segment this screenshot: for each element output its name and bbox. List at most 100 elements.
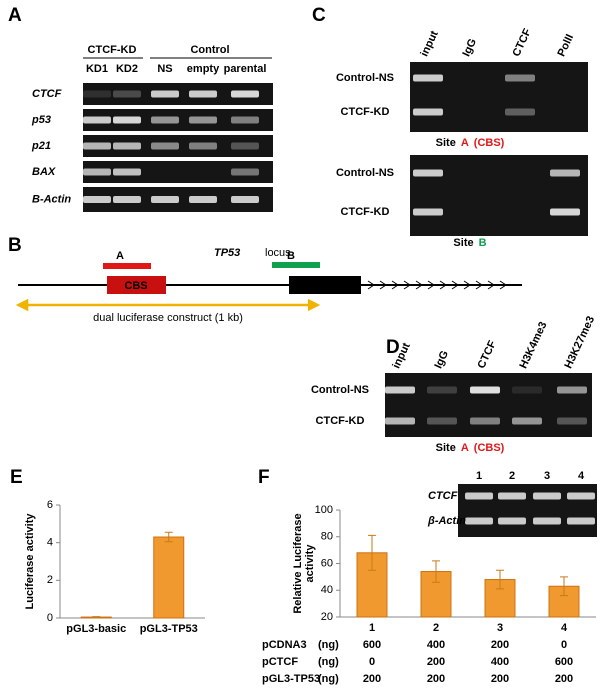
lane-label: H3K4me3 — [517, 320, 549, 371]
panel-label: D — [386, 337, 400, 358]
gel — [83, 161, 273, 183]
direction-chevron — [391, 280, 399, 290]
exon-label: Exon — [312, 280, 339, 292]
direction-chevron — [367, 280, 375, 290]
x-tick-label: 1 — [369, 622, 375, 634]
caption-part: A — [461, 137, 469, 149]
gene-label: TP53 — [214, 247, 240, 259]
table-cell: 200 — [491, 639, 509, 651]
lane-label: 3 — [544, 470, 550, 482]
band — [231, 116, 259, 124]
row-label: Control-NS — [336, 72, 394, 84]
row-label: p21 — [31, 140, 51, 152]
y-tick-label: 100 — [315, 504, 333, 516]
caption-part: Site — [453, 237, 473, 249]
band — [465, 492, 493, 500]
gel — [385, 373, 592, 437]
group-label: Control — [190, 44, 229, 56]
band — [385, 386, 415, 394]
band — [83, 168, 111, 176]
band — [533, 492, 561, 500]
row-label: p53 — [31, 114, 51, 126]
lane-label: CTCF — [510, 27, 533, 59]
row-label: BAX — [32, 166, 56, 178]
row-label: Control-NS — [336, 167, 394, 179]
table-cell: 200 — [555, 673, 573, 685]
band — [550, 208, 580, 216]
lane-label: parental — [224, 63, 267, 75]
direction-chevron — [403, 280, 411, 290]
table-row-label: pGL3-TP53 — [262, 673, 320, 685]
band — [512, 417, 542, 425]
site-caption: Site A (CBS) — [436, 137, 505, 149]
lane-label: 4 — [578, 470, 585, 482]
caption-part: Site — [436, 442, 456, 454]
table-unit: (ng) — [318, 656, 339, 668]
error-bar — [164, 531, 173, 543]
row-label: CTCF — [428, 490, 458, 502]
group-label: CTCF-KD — [88, 44, 137, 56]
table-cell: 200 — [427, 673, 445, 685]
direction-chevron — [427, 280, 435, 290]
caption-part: B — [479, 237, 487, 249]
direction-chevron — [499, 280, 507, 290]
row-label: CTCF-KD — [341, 206, 390, 218]
table-cell: 0 — [561, 639, 567, 651]
site-label: A — [116, 250, 124, 262]
band — [470, 417, 500, 425]
band — [427, 417, 457, 425]
row-label: CTCF-KD — [316, 415, 365, 427]
band — [505, 108, 535, 116]
lane-label: empty — [187, 63, 220, 75]
lane-label: IgG — [460, 37, 479, 59]
direction-chevron — [463, 280, 471, 290]
table-cell: 400 — [427, 639, 445, 651]
row-label: CTCF — [32, 88, 62, 100]
band — [465, 517, 493, 525]
caption-part: Site — [436, 137, 456, 149]
exon-box — [289, 276, 361, 294]
band — [512, 386, 542, 394]
band — [83, 196, 111, 203]
band — [151, 196, 179, 203]
row-label: β-Actin — [427, 515, 466, 527]
y-tick-label: 40 — [321, 584, 333, 596]
caption-part: A — [461, 442, 469, 454]
band — [151, 90, 179, 98]
gel — [458, 484, 597, 537]
error-bar — [368, 534, 376, 571]
table-cell: 400 — [491, 656, 509, 668]
band — [427, 386, 457, 394]
band — [385, 417, 415, 425]
panel-label: E — [10, 467, 23, 488]
lane-label: input — [418, 29, 440, 59]
band — [113, 196, 141, 203]
table-cell: 600 — [363, 639, 381, 651]
x-tick-label: pGL3-basic — [66, 623, 126, 635]
lane-label: NS — [157, 63, 172, 75]
panel-label: A — [8, 5, 22, 26]
band — [557, 386, 587, 394]
band — [113, 142, 141, 150]
band — [413, 74, 443, 82]
band — [550, 169, 580, 177]
band — [113, 90, 141, 98]
direction-chevron — [439, 280, 447, 290]
y-axis-label: Relative Luciferase — [292, 513, 304, 613]
band — [505, 74, 535, 82]
x-tick-label: 4 — [561, 622, 568, 634]
table-cell: 200 — [363, 673, 381, 685]
y-tick-label: 0 — [47, 612, 53, 624]
bar — [153, 536, 185, 619]
band — [189, 142, 217, 150]
lane-label: 2 — [509, 470, 515, 482]
band — [189, 196, 217, 203]
y-axis-label: Luciferase activity — [24, 513, 36, 610]
error-bar — [560, 576, 568, 597]
band — [413, 108, 443, 116]
table-row-label: pCTCF — [262, 656, 298, 668]
y-tick-label: 4 — [47, 537, 53, 549]
band — [498, 517, 526, 525]
caption-part: (CBS) — [474, 137, 505, 149]
gel — [410, 62, 588, 132]
